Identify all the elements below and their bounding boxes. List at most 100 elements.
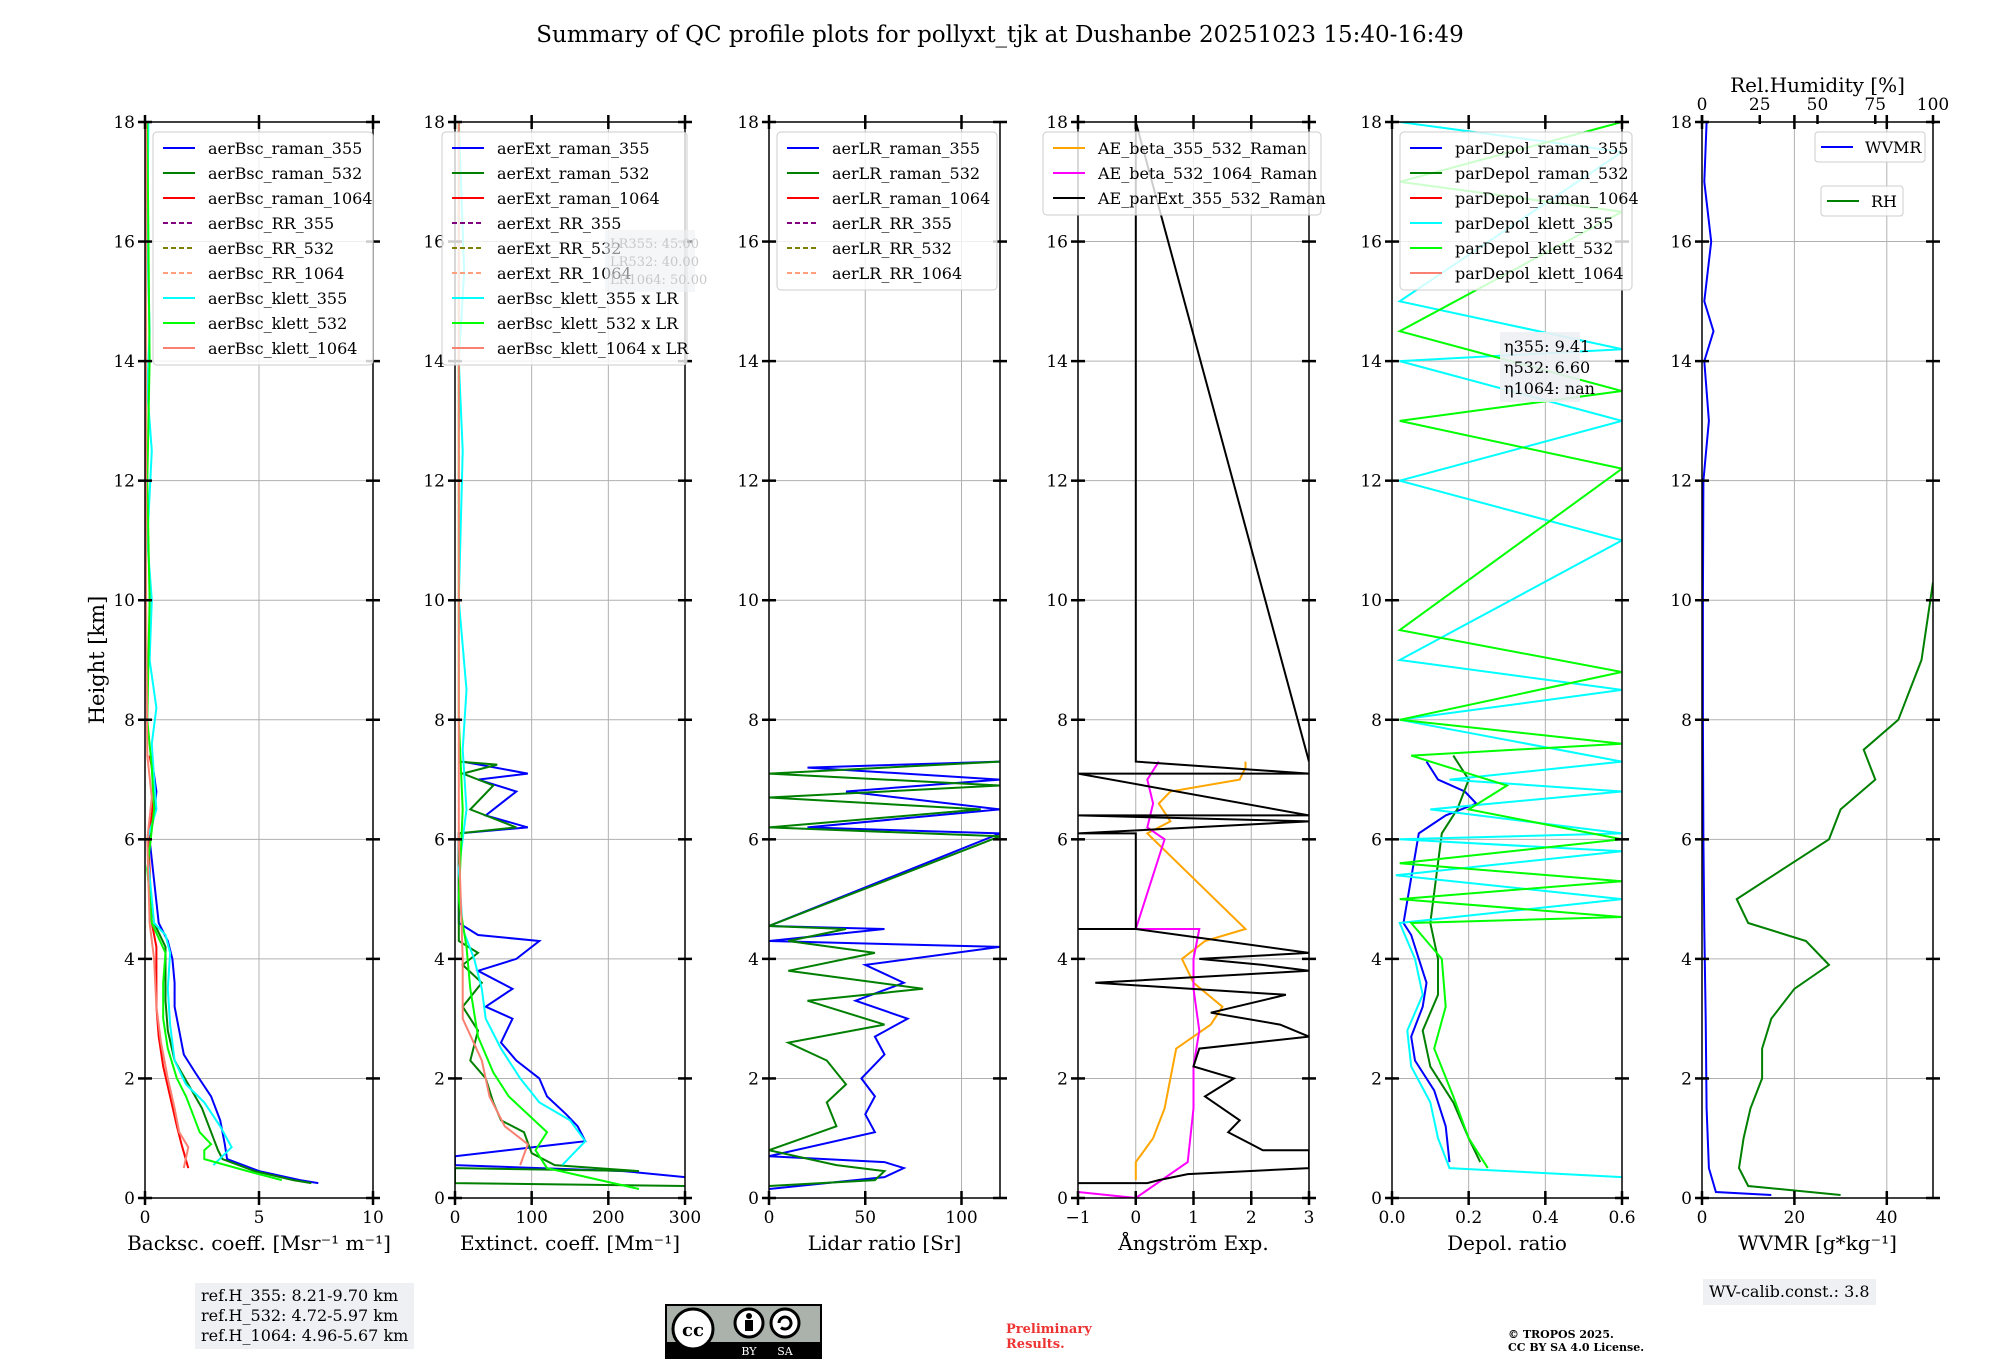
legend-label: parDepol_klett_1064 [1455, 264, 1624, 283]
legend: aerLR_raman_355 aerLR_raman_532 aerLR_rama… [776, 131, 998, 291]
legend-label: aerBsc_RR_532 [208, 239, 334, 258]
y-tick-label: 10 [737, 591, 759, 611]
legend: AE_beta_355_532_Raman AE_beta_532_1064_Ra… [1042, 131, 1326, 216]
x-tick-label: 10 [362, 1208, 384, 1228]
x-tick-label: −1 [1065, 1208, 1090, 1228]
sa-icon [769, 1307, 801, 1339]
y-tick-label: 10 [1670, 591, 1692, 611]
series-line-aerExt-raman-532 [455, 760, 685, 1187]
series-line-aerExt-raman-355 [455, 760, 685, 1179]
y-tick-label: 10 [113, 591, 135, 611]
lidar-ratio-value: LR1064: 50.00 [610, 273, 707, 288]
y-tick-label: 8 [748, 711, 759, 731]
y-tick-label: 18 [423, 113, 445, 133]
y-tick-label: 4 [434, 950, 445, 970]
y-tick-label: 16 [1046, 233, 1068, 253]
y-tick-label: 0 [1681, 1189, 1692, 1209]
axes-frame [1701, 121, 1934, 1199]
y-tick-label: 12 [1670, 472, 1692, 492]
y-tick-label: 6 [1681, 830, 1692, 850]
y-tick-label: 8 [1681, 711, 1692, 731]
x-tick-label: 0.0 [1378, 1208, 1405, 1228]
top-x-tick-label: 50 [1807, 95, 1829, 115]
y-tick-label: 16 [1360, 233, 1382, 253]
y-tick-label: 16 [1670, 233, 1692, 253]
legend-label: aerBsc_klett_1064 [208, 339, 357, 358]
series-group [769, 760, 1000, 1190]
y-tick-label: 2 [434, 1069, 445, 1089]
legend-label: parDepol_raman_1064 [1455, 189, 1639, 208]
wv-calibration-constant: WV-calib.const.: 3.8 [1709, 1282, 1870, 1301]
lidar-ratio-value: LR532: 40.00 [610, 255, 699, 270]
top-x-axis-label: Rel.Humidity [%] [1730, 73, 1905, 97]
legend-label: AE_beta_355_532_Raman [1097, 139, 1307, 158]
y-axis-label: Height [km] [85, 596, 109, 725]
y-tick-label: 10 [423, 591, 445, 611]
x-tick-label: 50 [854, 1208, 876, 1228]
series-line-parDepol-klett-532 [1397, 122, 1622, 1169]
lidar-ratio-box: LR355: 45.00 LR532: 40.00 LR1064: 50.00 [605, 230, 707, 292]
legend-label: WVMR [1865, 138, 1922, 157]
legend-label: aerExt_RR_1064 [497, 264, 632, 283]
legend-label: aerLR_raman_1064 [832, 189, 990, 208]
x-axis-label: Lidar ratio [Sr] [808, 1231, 962, 1255]
cc-icon [671, 1307, 715, 1351]
y-tick-label: 4 [1371, 950, 1382, 970]
legend-label: AE_beta_532_1064_Raman [1097, 164, 1317, 183]
y-tick-label: 0 [124, 1189, 135, 1209]
y-tick-label: 14 [113, 352, 135, 372]
series-line-aerBsc-klett-532 [146, 122, 283, 1182]
y-tick-label: 2 [1681, 1069, 1692, 1089]
sa-label: SA [777, 1345, 794, 1358]
y-tick-label: 18 [737, 113, 759, 133]
x-tick-label: 300 [669, 1208, 701, 1228]
legend-label: aerBsc_RR_355 [208, 214, 334, 233]
y-tick-label: 18 [1360, 113, 1382, 133]
eta-value: η1064: nan [1504, 379, 1595, 398]
x-tick-label: 2 [1246, 1208, 1257, 1228]
by-label: BY [741, 1345, 757, 1358]
y-tick-label: 14 [1046, 352, 1068, 372]
series-line-AE-beta-355-532-Raman [1134, 761, 1248, 1181]
copyright-note: © TROPOS 2025. CC BY SA 4.0 License. [1508, 1328, 1644, 1354]
y-tick-label: 16 [737, 233, 759, 253]
y-tick-label: 8 [434, 711, 445, 731]
series-line-aerLR-raman-532 [769, 760, 1000, 1187]
series-group [145, 122, 319, 1185]
legend-label: aerBsc_RR_1064 [208, 264, 344, 283]
legend-label: aerBsc_klett_532 [208, 314, 347, 333]
legend-label: aerBsc_raman_1064 [208, 189, 373, 208]
y-tick-label: 18 [113, 113, 135, 133]
series-line-AE-beta-532-1064-Raman [1078, 761, 1201, 1198]
legend-label: aerExt_RR_532 [497, 239, 621, 258]
x-axis-label: WVMR [g*kg⁻¹] [1738, 1231, 1897, 1255]
y-tick-label: 4 [748, 950, 759, 970]
x-tick-label: 0 [764, 1208, 775, 1228]
legend-label: parDepol_klett_355 [1455, 214, 1613, 233]
legend-label: aerBsc_klett_355 x LR [497, 289, 679, 308]
y-tick-label: 12 [113, 472, 135, 492]
axes-frame [1391, 121, 1623, 1199]
y-tick-label: 16 [113, 233, 135, 253]
top-x-tick-label: 25 [1749, 95, 1771, 115]
legend-label: aerLR_raman_355 [832, 139, 980, 158]
legend-label: RH [1871, 192, 1897, 211]
y-tick-label: 2 [124, 1069, 135, 1089]
legend: parDepol_raman_355 parDepol_raman_532 parD… [1399, 131, 1639, 291]
y-tick-label: 6 [124, 830, 135, 850]
y-tick-label: 0 [1057, 1189, 1068, 1209]
y-tick-label: 2 [748, 1069, 759, 1089]
axes-frame [454, 121, 686, 1199]
legend-label: aerBsc_klett_1064 x LR [497, 339, 689, 358]
legend-box [1399, 131, 1633, 291]
series-line-parDepol-raman-355 [1402, 761, 1479, 1163]
y-tick-label: 2 [1057, 1069, 1068, 1089]
lidar-ratio-box-bg [605, 230, 695, 292]
y-tick-label: 6 [1057, 830, 1068, 850]
copyright-line-1: © TROPOS 2025. [1508, 1328, 1614, 1341]
axes-frame [768, 121, 1001, 1199]
x-tick-label: 100 [515, 1208, 547, 1228]
x-tick-label: 0 [450, 1208, 461, 1228]
